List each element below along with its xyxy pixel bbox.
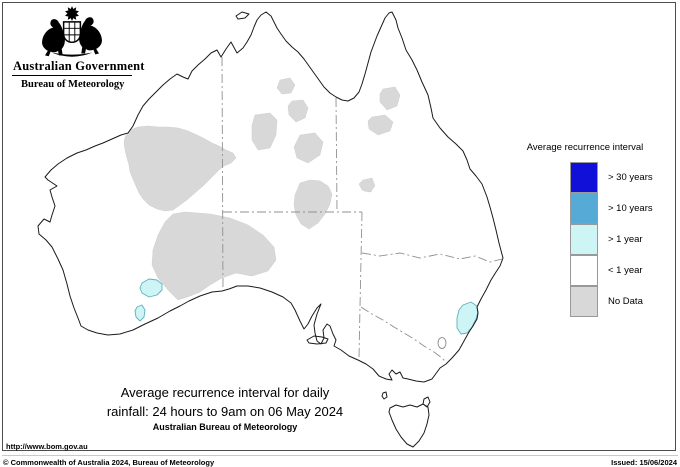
map-border-frame — [2, 2, 676, 451]
legend-swatch — [570, 224, 598, 255]
kangaroo-icon — [42, 19, 65, 57]
border-nt-qld — [335, 97, 338, 213]
frame-shadow-line — [2, 455, 678, 456]
no-data-region-nt-patch-b — [287, 99, 309, 123]
legend-swatch — [570, 255, 598, 286]
agency-title: Bureau of Meteorology — [21, 79, 125, 90]
legend-swatch — [570, 286, 598, 317]
no-data-region-qld-patch-g — [358, 177, 376, 193]
flinders-island-outline — [422, 396, 431, 408]
caption-line-3: Australian Bureau of Meteorology — [152, 422, 298, 432]
scroll-icon — [51, 52, 93, 57]
no-data-region-southern-wa-interior — [151, 211, 277, 301]
no-data-region-central-wa — [123, 125, 237, 212]
title-divider — [12, 75, 132, 76]
border-qld-nsw — [361, 252, 503, 263]
legend-title: Average recurrence interval — [526, 142, 644, 153]
legend-item: < 1 year — [570, 255, 653, 287]
bom-url-text: http://www.bom.gov.au — [6, 442, 88, 451]
coastline — [37, 11, 504, 448]
legend-item: No Data — [570, 286, 653, 318]
no-data-regions — [123, 77, 401, 301]
rain-region-nsw-coast — [456, 301, 479, 335]
legend-item-label: < 1 year — [608, 265, 643, 276]
legend-item-label: No Data — [608, 296, 643, 307]
issued-date: Issued: 15/06/2024 — [611, 458, 677, 467]
no-data-region-qld-patch-e — [379, 86, 401, 111]
rain-region-southwest-wa-1 — [139, 278, 163, 298]
legend-swatch — [570, 193, 598, 224]
shield-icon — [62, 21, 82, 44]
melville-island-outline — [235, 11, 250, 20]
legend-item: > 30 years — [570, 162, 653, 194]
border-nsw-vic — [360, 306, 447, 363]
caption-line-1: Average recurrence interval for daily — [120, 385, 330, 400]
gt-1-year-regions — [134, 278, 479, 335]
emu-icon — [79, 17, 102, 55]
state-borders — [221, 56, 503, 363]
legend-item-label: > 1 year — [608, 234, 643, 245]
legend-item: > 1 year — [570, 224, 653, 256]
legend: > 30 years > 10 years > 1 year < 1 year No D… — [570, 162, 653, 318]
government-title: Australian Government — [13, 59, 145, 73]
legend-swatch — [570, 162, 598, 193]
act-outline — [437, 337, 447, 349]
no-data-region-central-australia — [293, 179, 333, 230]
rain-region-southwest-wa-2 — [134, 304, 146, 322]
coat-of-arms-icon — [42, 6, 102, 57]
king-island-outline — [381, 391, 388, 400]
no-data-region-nt-patch-a — [276, 77, 296, 95]
map-caption: Average recurrence interval for daily ra… — [85, 383, 365, 434]
copyright-text: © Commonwealth of Australia 2024, Bureau… — [3, 458, 215, 467]
mainland-outline — [37, 11, 504, 383]
no-data-region-nt-patch-c — [251, 112, 278, 151]
border-sa-nsw-vic — [358, 211, 363, 359]
tasmania-outline — [388, 403, 430, 448]
caption-line-2: rainfall: 24 hours to 9am on 06 May 2024 — [106, 404, 344, 419]
legend-item: > 10 years — [570, 193, 653, 225]
legend-item-label: > 30 years — [608, 172, 653, 183]
border-wa — [221, 56, 224, 291]
legend-item-label: > 10 years — [608, 203, 653, 214]
no-data-region-nt-patch-d — [293, 132, 324, 164]
kangaroo-island-outline — [306, 335, 329, 345]
star-icon — [65, 6, 79, 22]
no-data-region-qld-patch-f — [367, 114, 394, 136]
